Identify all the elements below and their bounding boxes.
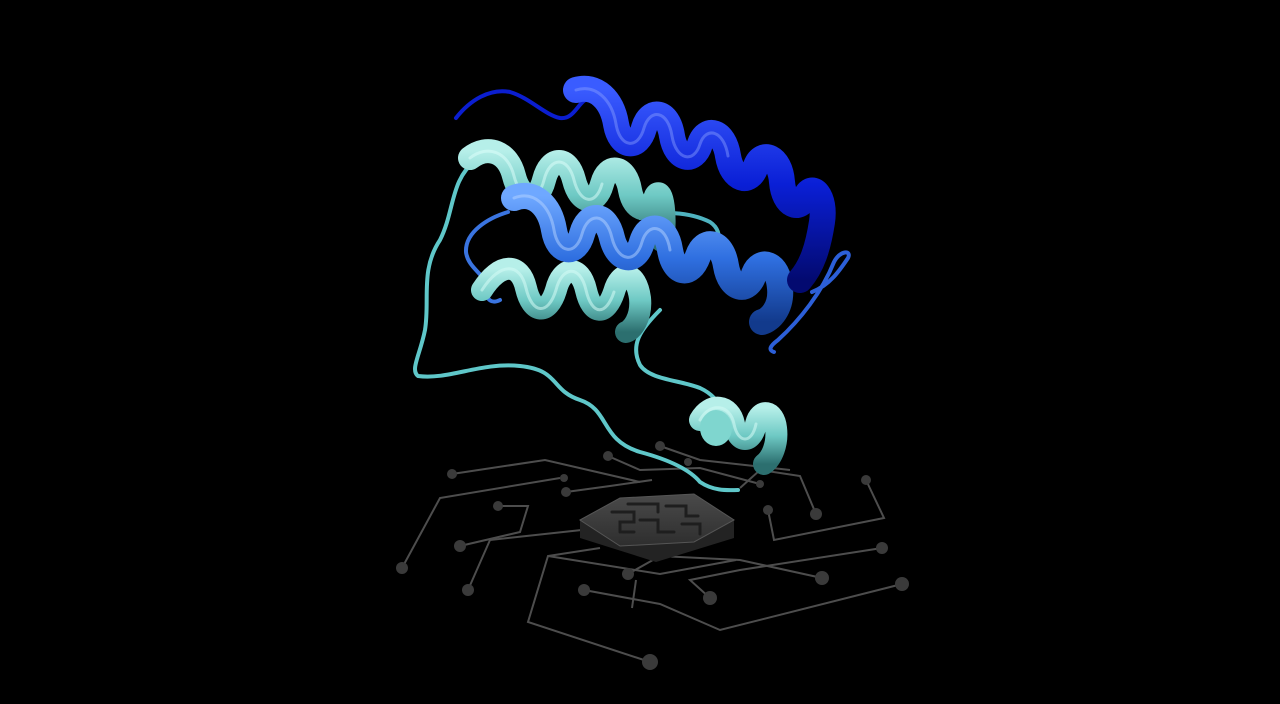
circuit-node — [895, 577, 909, 591]
circuit-nodes — [396, 441, 909, 670]
circuit-trace — [739, 468, 817, 515]
circuit-node — [684, 458, 692, 466]
circuit-trace — [687, 547, 883, 599]
circuit-node — [861, 475, 871, 485]
circuit-node — [603, 451, 613, 461]
circuit-node — [703, 591, 717, 605]
circuit-trace — [547, 555, 737, 576]
circuit-trace — [627, 554, 823, 579]
circuit-node — [756, 480, 764, 488]
circuit-trace — [451, 458, 641, 483]
loop-coil — [413, 158, 740, 493]
circuit-trace — [631, 579, 637, 609]
chip-logo-icon — [610, 502, 702, 536]
circuit-node — [396, 562, 408, 574]
circuit-node — [876, 542, 888, 554]
circuit-node — [447, 469, 457, 479]
chip-side — [580, 520, 734, 562]
circuit-trace — [767, 479, 886, 542]
circuit-node — [815, 571, 829, 585]
helix-blue-middle — [501, 183, 794, 335]
loop-coil — [463, 210, 510, 304]
circuit-node — [493, 501, 503, 511]
loop-coil — [634, 308, 724, 414]
circuit-trace — [467, 527, 601, 591]
protein-structure — [413, 75, 851, 493]
loop-coil — [454, 89, 592, 121]
circuit-trace — [526, 547, 651, 663]
circuit-node — [462, 584, 474, 596]
helix-cyan-small — [689, 396, 788, 475]
circuit-board — [401, 445, 903, 663]
hexagon-chip — [579, 493, 735, 562]
circuit-trace — [607, 455, 761, 485]
circuit-trace — [565, 479, 653, 493]
helix-cyan-upper — [458, 139, 676, 252]
circuit-trace — [583, 583, 903, 632]
loop-coil — [768, 250, 851, 354]
helix-deep-blue-top — [563, 75, 836, 293]
circuit-node — [642, 654, 658, 670]
circuit-node — [622, 568, 634, 580]
circuit-node — [655, 441, 665, 451]
helix-cyan-lower — [471, 257, 652, 343]
circuit-node — [560, 474, 568, 482]
circuit-node — [763, 505, 773, 515]
circuit-node — [561, 487, 571, 497]
circuit-node — [810, 508, 822, 520]
circuit-node — [454, 540, 466, 552]
circuit-node — [578, 584, 590, 596]
circuit-trace — [401, 477, 561, 569]
